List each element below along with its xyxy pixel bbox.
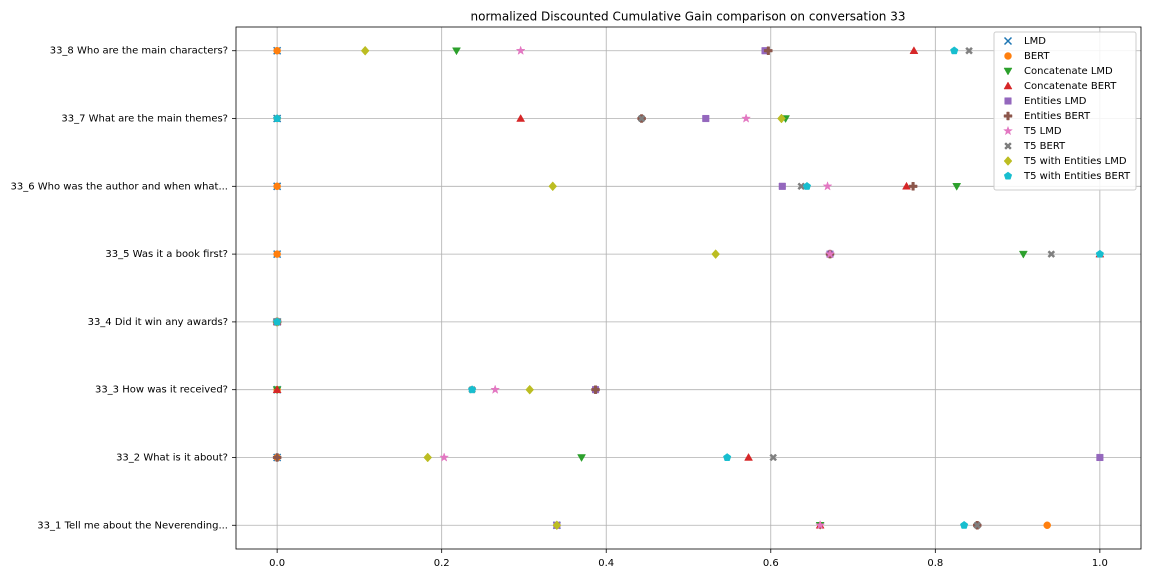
x-tick-label: 0.0 [269,558,285,569]
point [960,520,969,529]
point [702,114,710,123]
point [769,453,778,462]
legend-marker [1003,111,1013,121]
point [950,46,959,55]
y-tick-label: 33_5 Was it a book first? [105,249,228,260]
legend-marker [1004,97,1012,105]
point [273,46,281,55]
point [908,182,918,191]
point [973,521,982,530]
point [439,452,450,462]
point [515,45,526,55]
point [423,452,433,463]
point [468,385,477,394]
point [552,520,562,531]
point [273,182,281,191]
point [902,181,911,190]
point [525,384,535,395]
y-tick-label: 33_3 How was it received? [95,385,228,396]
point [777,113,786,124]
legend-label: T5 BERT [1023,141,1066,152]
x-tick-label: 0.4 [598,558,614,569]
legend-label: Entities BERT [1024,111,1091,122]
point [1096,453,1104,462]
x-tick-label: 1.0 [1092,558,1108,569]
point [802,182,812,190]
legend-marker [1004,142,1012,150]
point [822,181,833,191]
legend-box [993,31,1137,191]
legend-label: BERT [1024,51,1050,62]
point [273,250,281,258]
legend-marker [1002,125,1014,136]
point [741,113,752,123]
point [273,114,282,123]
point [637,114,646,123]
y-tick-label: 33_8 Who are the main characters? [50,46,228,57]
legend-marker [1003,156,1013,166]
legend-marker [1004,52,1012,60]
point [764,46,773,55]
x-tick-label: 0.6 [763,558,779,569]
point [1095,249,1104,258]
point [723,453,732,461]
legend-marker [1003,67,1013,76]
x-tick-label: 0.8 [927,558,943,569]
y-tick-label: 33_2 What is it about? [116,452,228,463]
point [909,46,919,54]
point [577,454,586,462]
point [815,520,826,530]
legend-label: T5 with Entities BERT [1023,171,1131,182]
point [778,182,786,190]
legend-marker [1003,171,1013,180]
point [272,385,282,393]
legend-label: T5 with Entities LMD [1023,156,1127,167]
point [952,183,962,191]
y-tick-label: 33_4 Did it win any awards? [88,317,228,328]
legend-label: Concatenate BERT [1024,81,1117,92]
y-tick-label: 33_7 What are the main themes? [61,114,228,125]
point [591,385,600,394]
point [360,45,370,56]
point [272,453,282,462]
point [744,452,753,461]
plot-frame [235,26,1142,550]
chart-title: normalized Discounted Cumulative Gain co… [471,10,906,24]
y-tick-label: 33_1 Tell me about the Neverending... [37,520,228,531]
legend-marker [1003,36,1013,46]
point [965,46,973,55]
legend-label: Entities LMD [1024,96,1087,107]
point [490,384,501,394]
legend: LMD BERT Concatenate LMD Concatenate BERT En… [993,31,1137,191]
legend-label: T5 LMD [1023,126,1062,137]
point [273,317,282,326]
legend-label: Concatenate LMD [1024,66,1113,77]
point [1043,521,1051,530]
point [711,249,720,259]
legend-marker [1003,81,1013,90]
point [1047,250,1056,258]
point [516,114,526,122]
point [825,248,836,259]
x-tick-label: 0.2 [434,558,450,569]
y-tick-label: 33_6 Who was the author and when what... [11,181,229,192]
legend-label: LMD [1024,36,1046,47]
point [548,181,558,192]
point [452,47,461,56]
point [1018,250,1028,259]
